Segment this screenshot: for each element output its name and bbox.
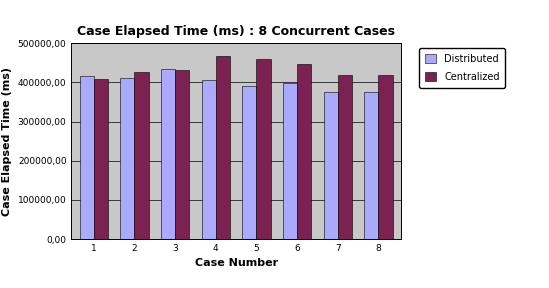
Bar bbox=[175, 70, 189, 239]
Title: Case Elapsed Time (ms) : 8 Concurrent Cases: Case Elapsed Time (ms) : 8 Concurrent Ca… bbox=[77, 25, 395, 38]
Bar bbox=[94, 79, 108, 239]
Bar bbox=[135, 72, 149, 239]
Bar bbox=[338, 75, 352, 239]
Legend: Distributed, Centralized: Distributed, Centralized bbox=[419, 48, 506, 88]
X-axis label: Case Number: Case Number bbox=[194, 258, 278, 268]
Bar bbox=[283, 83, 297, 239]
Bar bbox=[378, 75, 393, 239]
Bar bbox=[256, 59, 271, 239]
Bar bbox=[216, 56, 230, 239]
Bar bbox=[297, 64, 311, 239]
Bar bbox=[120, 78, 135, 239]
Bar bbox=[80, 77, 94, 239]
Bar bbox=[201, 80, 216, 239]
Bar bbox=[161, 69, 175, 239]
Bar bbox=[364, 92, 378, 239]
Bar bbox=[242, 86, 256, 239]
Y-axis label: Case Elapsed Time (ms): Case Elapsed Time (ms) bbox=[2, 67, 12, 216]
Bar bbox=[323, 92, 338, 239]
